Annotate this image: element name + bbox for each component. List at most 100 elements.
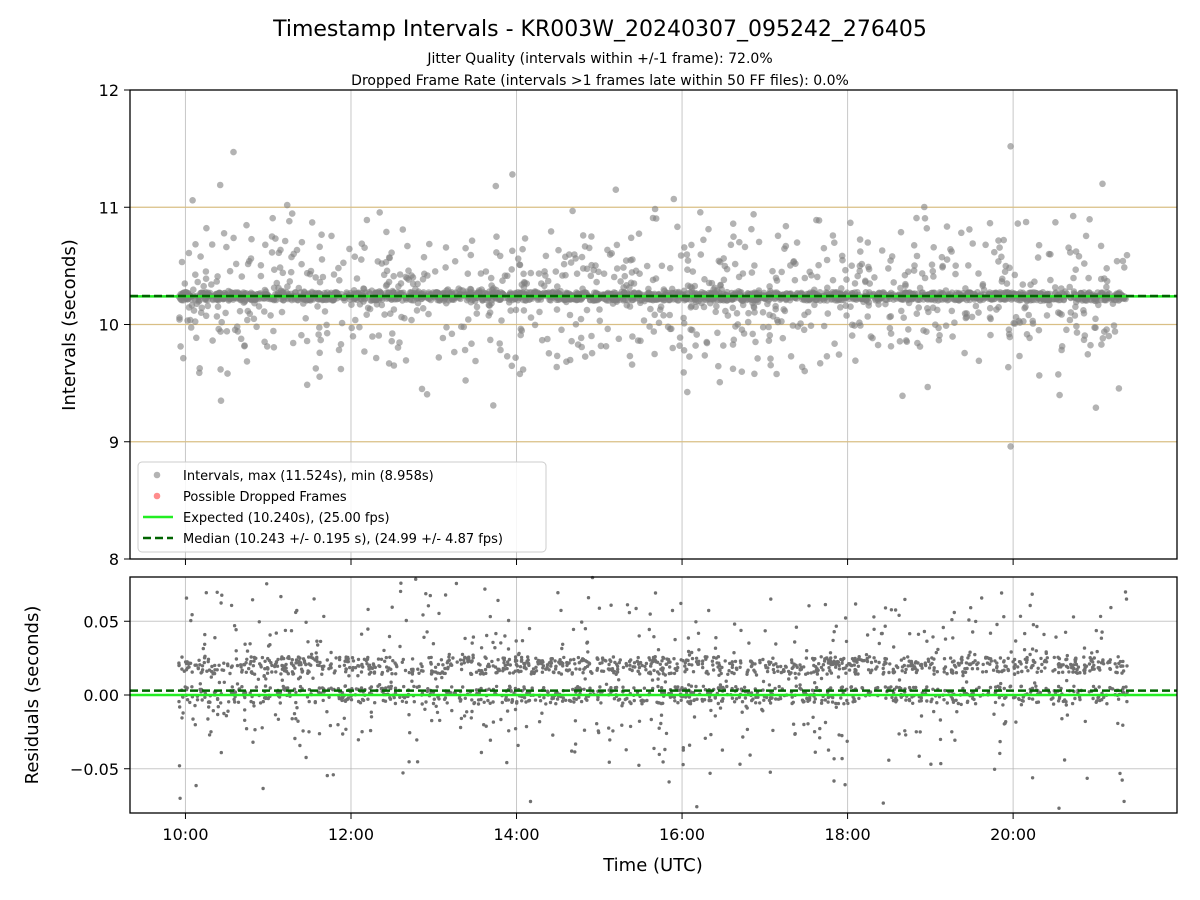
residual-point-1816: [471, 653, 475, 657]
residual-point-1831: [424, 592, 428, 596]
residual-point-1869: [596, 729, 600, 733]
residual-point-757: [210, 669, 214, 674]
residual-point-179: [519, 669, 523, 673]
interval-point-2428: [986, 304, 994, 312]
residual-point-2212: [469, 716, 473, 720]
residual-point-1624: [892, 645, 896, 649]
interval-point-2444: [772, 302, 779, 310]
chart-subtitle-jitter: Jitter Quality (intervals within +/-1 fr…: [426, 51, 772, 67]
interval-point-1671: [924, 296, 932, 303]
residual-point-673: [206, 659, 210, 664]
residual-point-1971: [974, 619, 978, 624]
residual-point-1937: [1033, 681, 1037, 685]
residual-point-558: [1057, 662, 1061, 666]
interval-point-1761: [829, 232, 837, 239]
interval-point-2288: [730, 233, 737, 240]
interval-point-1954: [190, 307, 198, 314]
residual-point-1923: [1078, 697, 1082, 702]
interval-point-1796: [335, 264, 342, 272]
residual-point-2152: [917, 754, 921, 758]
interval-point-1471: [698, 289, 706, 296]
interval-point-2418: [848, 262, 855, 270]
legend-label-expected: Expected (10.240s), (25.00 fps): [183, 511, 390, 526]
residual-point-1424: [177, 699, 181, 704]
residual-point-1183: [836, 701, 841, 706]
interval-point-2239: [915, 304, 922, 311]
residual-point-781: [625, 664, 629, 668]
residuals-xtick-label-5: 20:00: [990, 825, 1036, 844]
residual-point-1809: [243, 642, 247, 646]
residual-point-1655: [226, 709, 230, 713]
residual-point-609: [180, 667, 184, 671]
residual-point-1885: [961, 673, 965, 678]
residual-point-1347: [1056, 699, 1061, 703]
interval-point-2172: [412, 285, 419, 293]
interval-point-2636: [368, 287, 376, 295]
interval-point-1799: [720, 342, 727, 349]
residual-point-2088: [720, 748, 725, 752]
interval-point-2116: [910, 242, 918, 249]
residual-point-1711: [560, 646, 564, 651]
residual-point-1498: [1017, 697, 1021, 702]
residual-point-156: [935, 670, 939, 674]
residual-point-1691: [1051, 702, 1056, 706]
residual-point-2052: [1030, 647, 1035, 651]
residual-point-622: [558, 662, 562, 666]
interval-point-2329: [854, 272, 861, 280]
interval-point-2548: [419, 276, 427, 283]
residual-point-352: [455, 660, 459, 664]
interval-point-1882: [996, 244, 1003, 251]
interval-point-2215: [200, 282, 207, 290]
residual-point-845: [343, 659, 347, 663]
residual-point-2004: [673, 637, 677, 642]
interval-point-2175: [278, 308, 286, 316]
interval-point-2592: [674, 223, 681, 231]
residual-point-63: [1057, 670, 1061, 675]
interval-point-2497: [431, 268, 439, 275]
residual-point-1348: [307, 699, 311, 704]
residual-point-1653: [611, 655, 616, 659]
interval-point-1881: [874, 341, 882, 349]
residual-point-237: [570, 672, 574, 676]
interval-point-2570: [962, 314, 970, 322]
residual-point-1932: [177, 764, 182, 768]
interval-point-1770: [202, 268, 210, 275]
residual-point-337: [194, 663, 198, 667]
interval-point-2487: [387, 310, 394, 318]
residual-point-1941: [204, 591, 208, 595]
residual-point-370: [270, 663, 274, 668]
interval-point-1791: [1069, 212, 1077, 220]
residual-point-1646: [1083, 719, 1088, 724]
residual-point-21: [852, 663, 856, 667]
interval-point-1836: [1055, 371, 1062, 378]
residual-point-1618: [399, 581, 403, 585]
residual-point-416: [526, 655, 530, 659]
residual-point-2146: [929, 762, 933, 766]
residual-point-2064: [661, 760, 665, 764]
residual-point-271: [351, 659, 356, 663]
residual-point-1712: [627, 610, 632, 615]
residual-point-1357: [750, 698, 754, 703]
interval-point-1720: [197, 253, 204, 260]
residual-point-1028: [823, 698, 827, 702]
interval-point-2451: [847, 219, 854, 227]
residual-point-2076: [304, 755, 308, 760]
interval-point-2205: [284, 283, 291, 290]
residual-point-1421: [206, 700, 211, 704]
interval-point-2012: [1063, 326, 1070, 334]
residual-point-2100: [425, 630, 429, 634]
interval-point-1759: [340, 259, 347, 267]
residual-point-640: [356, 664, 360, 668]
residual-point-2190: [178, 705, 182, 709]
residual-point-2145: [572, 696, 576, 701]
interval-point-2653: [1007, 443, 1014, 450]
residual-point-1852: [273, 713, 278, 717]
residual-point-1741: [686, 636, 691, 640]
residual-point-1940: [1062, 758, 1067, 762]
interval-point-1705: [567, 259, 575, 266]
residual-point-1929: [980, 596, 984, 600]
residual-point-2204: [649, 664, 653, 668]
residual-point-1614: [687, 743, 692, 747]
residual-point-704: [815, 672, 820, 676]
residual-point-852: [410, 670, 415, 675]
